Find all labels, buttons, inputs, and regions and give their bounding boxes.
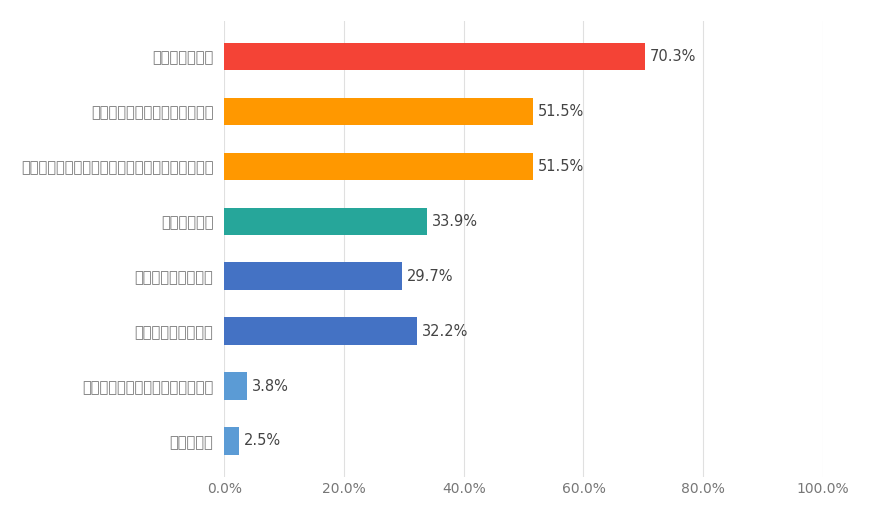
Bar: [224, 153, 532, 180]
Bar: [224, 43, 645, 70]
Text: 32.2%: 32.2%: [421, 324, 468, 339]
Bar: [224, 317, 416, 345]
Bar: [224, 263, 401, 290]
Text: 51.5%: 51.5%: [537, 104, 583, 119]
Bar: [224, 372, 247, 400]
Text: 29.7%: 29.7%: [407, 269, 453, 284]
Text: 33.9%: 33.9%: [432, 214, 478, 229]
Text: 3.8%: 3.8%: [252, 378, 289, 393]
Text: 70.3%: 70.3%: [649, 49, 695, 64]
Text: 2.5%: 2.5%: [244, 433, 281, 448]
Text: 51.5%: 51.5%: [537, 159, 583, 174]
Bar: [224, 98, 532, 125]
Bar: [224, 207, 427, 235]
Bar: [224, 427, 239, 454]
